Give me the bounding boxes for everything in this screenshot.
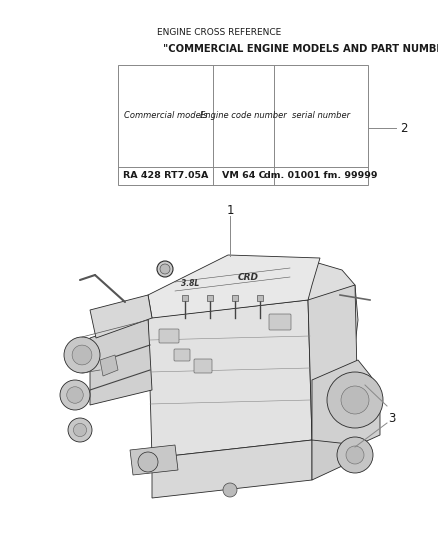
Polygon shape: [312, 420, 355, 480]
Bar: [118, 65, 368, 185]
Text: dm. 01001 fm. 99999: dm. 01001 fm. 99999: [264, 172, 378, 181]
Bar: [182, 295, 188, 301]
Bar: [207, 295, 213, 301]
Circle shape: [60, 380, 90, 410]
Text: Engine code number: Engine code number: [200, 111, 287, 120]
Bar: [257, 295, 263, 301]
FancyBboxPatch shape: [269, 314, 291, 330]
Circle shape: [68, 418, 92, 442]
Text: "COMMERCIAL ENGINE MODELS AND PART NUMBER": "COMMERCIAL ENGINE MODELS AND PART NUMBE…: [163, 44, 438, 54]
Circle shape: [223, 483, 237, 497]
Text: RA 428 RT7.05A: RA 428 RT7.05A: [123, 172, 208, 181]
Text: 3.8L: 3.8L: [181, 279, 199, 288]
Polygon shape: [308, 260, 358, 355]
Polygon shape: [148, 300, 312, 458]
Polygon shape: [148, 255, 320, 318]
FancyBboxPatch shape: [174, 349, 190, 361]
Circle shape: [341, 386, 369, 414]
Circle shape: [138, 452, 158, 472]
Text: CRD: CRD: [237, 273, 258, 282]
Text: ENGINE CROSS REFERENCE: ENGINE CROSS REFERENCE: [157, 28, 281, 37]
Polygon shape: [152, 440, 312, 498]
Text: Commercial models: Commercial models: [124, 111, 207, 120]
Polygon shape: [308, 285, 358, 440]
Polygon shape: [100, 355, 118, 376]
Circle shape: [67, 387, 83, 403]
Circle shape: [64, 337, 100, 373]
Polygon shape: [90, 318, 152, 405]
Text: 1: 1: [226, 204, 234, 216]
Polygon shape: [312, 360, 380, 445]
Circle shape: [327, 372, 383, 428]
FancyBboxPatch shape: [194, 359, 212, 373]
Bar: [232, 295, 238, 301]
Circle shape: [72, 345, 92, 365]
FancyBboxPatch shape: [159, 329, 179, 343]
Circle shape: [337, 437, 373, 473]
Circle shape: [160, 264, 170, 274]
Circle shape: [346, 446, 364, 464]
Circle shape: [74, 423, 87, 437]
Text: serial number: serial number: [292, 111, 350, 120]
Text: VM 64 C: VM 64 C: [222, 172, 265, 181]
Polygon shape: [90, 295, 152, 338]
Circle shape: [157, 261, 173, 277]
Polygon shape: [130, 445, 178, 475]
Text: 2: 2: [400, 122, 408, 134]
Text: 3: 3: [389, 411, 396, 424]
